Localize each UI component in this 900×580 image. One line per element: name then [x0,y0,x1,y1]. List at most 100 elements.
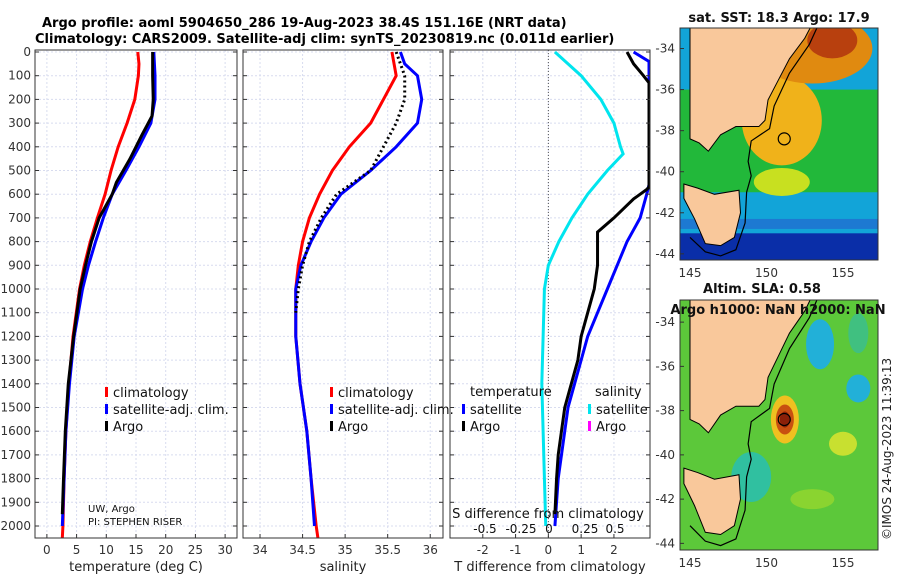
x-tick-label: 2 [610,543,618,557]
mainland-australia [689,300,811,434]
x-tick-label: 20 [158,543,173,557]
lon-tick-label: 155 [832,556,855,570]
mainland-australia [689,28,811,152]
s-tick-label: -0.25 [505,522,536,536]
y-tick-label: 800 [8,235,31,249]
temperature-profile-panel: 0 5 10 15 20 25 30 temperature (deg C) 0 100 200 30… [0,45,238,575]
lat-tick-label: -40 [655,165,675,179]
series-line-argo [60,52,155,515]
sst-map-title: sat. SST: 18.3 Argo: 17.9 [688,11,869,26]
isobath-contour [689,300,818,547]
x-axis-label: salinity [320,560,367,575]
lat-tick-label: -44 [655,247,675,261]
x-tick-label: 10 [99,543,114,557]
lat-tick-label: -34 [655,315,675,329]
x-tick-label: 35 [337,543,352,557]
x-tick-label: 0 [43,543,51,557]
lat-tick-label: -44 [655,536,675,550]
legend-entry: climatology [338,386,414,401]
s-tick-label: 0 [545,522,553,536]
lon-tick-label: 145 [679,556,702,570]
y-tick-label: 1400 [0,377,31,391]
legend-entry: Argo [596,420,626,435]
pi-note-line2: PI: STEPHEN RISER [88,517,182,528]
y-tick-label: 200 [8,92,31,106]
legend-swatch [462,421,465,431]
y-tick-label: 100 [8,69,31,83]
sst-map: -34 -36 -38 -40 -42 -44 145 150 155 [655,27,879,280]
lat-tick-label: -40 [655,448,675,462]
x-tick-label: 15 [128,543,143,557]
lat-tick-label: -38 [655,124,675,138]
sla-map-title-line1: Altim. SLA: 0.58 [703,282,821,297]
legend-entry: Argo [338,420,368,435]
copyright-text: ©IMOS 24-Aug-2023 11:39:13 [880,357,894,540]
x-tick-label: 30 [217,543,232,557]
lon-tick-label: 150 [755,266,778,280]
legend-swatch [588,404,591,414]
y-tick-label: 1000 [0,282,31,296]
tasmania [683,183,741,247]
s-tick-label: 0.25 [572,522,599,536]
y-tick-label: 400 [8,140,31,154]
map-frame [679,27,879,261]
x-tick-label: 5 [73,543,81,557]
legend-entry: satellite-adj. clim. [113,403,229,418]
x-tick-label: 34 [252,543,267,557]
series-line-s-satellite [540,50,625,527]
y-tick-label: 600 [8,187,31,201]
map-frame [679,299,879,551]
argo-float-marker [777,132,791,146]
y-tick-label: 0 [23,45,31,59]
y-tick-label: 1600 [0,424,31,438]
x-tick-label: 34.5 [289,543,316,557]
y-tick-label: 1300 [0,353,31,367]
pi-note-line1: UW, Argo [88,504,135,515]
y-tick-label: 1800 [0,472,31,486]
isobath-contour [689,28,818,257]
y-tick-label: 1200 [0,329,31,343]
legend-swatch [105,404,108,414]
x-tick-label: 36 [423,543,438,557]
legend-entry: Argo [470,420,500,435]
x-tick-label: 25 [188,543,203,557]
x-tick-label: 35.5 [374,543,401,557]
y-tick-label: 500 [8,164,31,178]
x-tick-label: 0 [545,543,553,557]
legend-entry: satellite [596,403,648,418]
sla-map: -34 -36 -38 -40 -42 -44 145 150 155 [655,299,879,570]
legend-swatch [105,421,108,431]
x-axis-label: temperature (deg C) [69,560,203,575]
lat-tick-label: -36 [655,83,675,97]
legend-swatch [105,387,108,397]
series-line-t-satellite [553,50,651,527]
sla-map-title-line2: Argo h1000: NaN h2000: NaN [670,303,885,318]
legend-entry: climatology [113,386,189,401]
x-tick-label: -1 [510,543,522,557]
y-tick-label: 1100 [0,306,31,320]
legend-salinity-title: salinity [595,385,642,400]
legend-swatch [330,404,333,414]
lon-tick-label: 145 [679,266,702,280]
s-tick-label: -0.5 [473,522,496,536]
axes-frame [242,49,444,539]
x-axis-label: T difference from climatology [453,560,646,575]
legend-entry: Argo [113,420,143,435]
y-tick-label: 2000 [0,519,31,533]
y-tick-label: 1500 [0,401,31,415]
legend-swatch [330,387,333,397]
y-tick-label: 300 [8,116,31,130]
salinity-profile-panel: 34 34.5 35 35.5 36 salinity [242,49,444,575]
difference-profile-panel: -2 -1 0 1 2 T difference from climatology [449,49,651,575]
axes-frame [449,49,651,539]
series-line-satellite-adj-clim- [294,51,424,527]
lat-tick-label: -42 [655,492,675,506]
legend-entry: satellite [470,403,522,418]
lat-tick-label: -34 [655,42,675,56]
lat-tick-label: -36 [655,359,675,373]
series-line-climatology [60,51,141,538]
legend-swatch [588,421,591,431]
series-line-t-argo [553,51,651,515]
